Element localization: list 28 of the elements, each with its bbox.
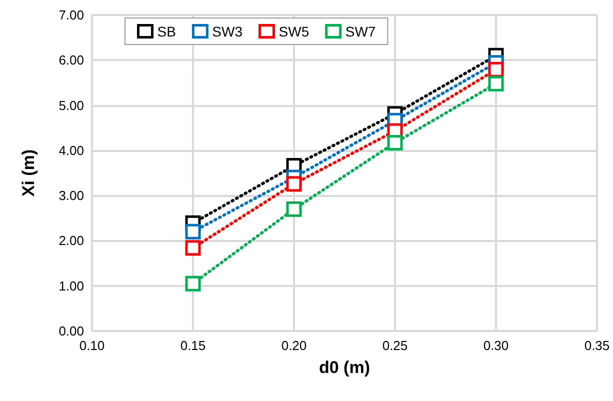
point	[488, 62, 504, 78]
point	[387, 135, 403, 151]
x-axis-title: d0 (m)	[319, 358, 370, 377]
point	[185, 224, 201, 240]
point	[185, 240, 201, 256]
y-tick-label: 0.00	[58, 324, 84, 338]
point	[286, 176, 302, 192]
point	[185, 276, 201, 292]
x-tick-label: 0.30	[483, 338, 509, 353]
y-tick-label: 5.00	[58, 98, 84, 113]
y-tick-label: 7.00	[58, 8, 84, 22]
legend-label: SW5	[278, 23, 310, 40]
legend-label: SW3	[212, 23, 243, 40]
y-tick-label: 6.00	[58, 52, 84, 68]
x-tick-label: 0.10	[79, 338, 105, 353]
y-tick-label: 4.00	[58, 142, 84, 158]
y-axis-title: Xi (m)	[19, 149, 38, 197]
x-tick-label: 0.35	[584, 338, 610, 353]
point	[488, 76, 504, 92]
legend-label: SW7	[345, 23, 376, 40]
y-tick-label: 3.00	[58, 188, 84, 204]
point	[286, 201, 302, 217]
y-tick-label: 1.00	[58, 278, 84, 294]
y-tick-label: 2.00	[58, 233, 84, 248]
x-tick-label: 0.20	[281, 338, 307, 353]
x-tick-label: 0.25	[382, 338, 408, 353]
legend-label: SB	[157, 23, 176, 40]
x-tick-label: 0.15	[180, 338, 206, 353]
